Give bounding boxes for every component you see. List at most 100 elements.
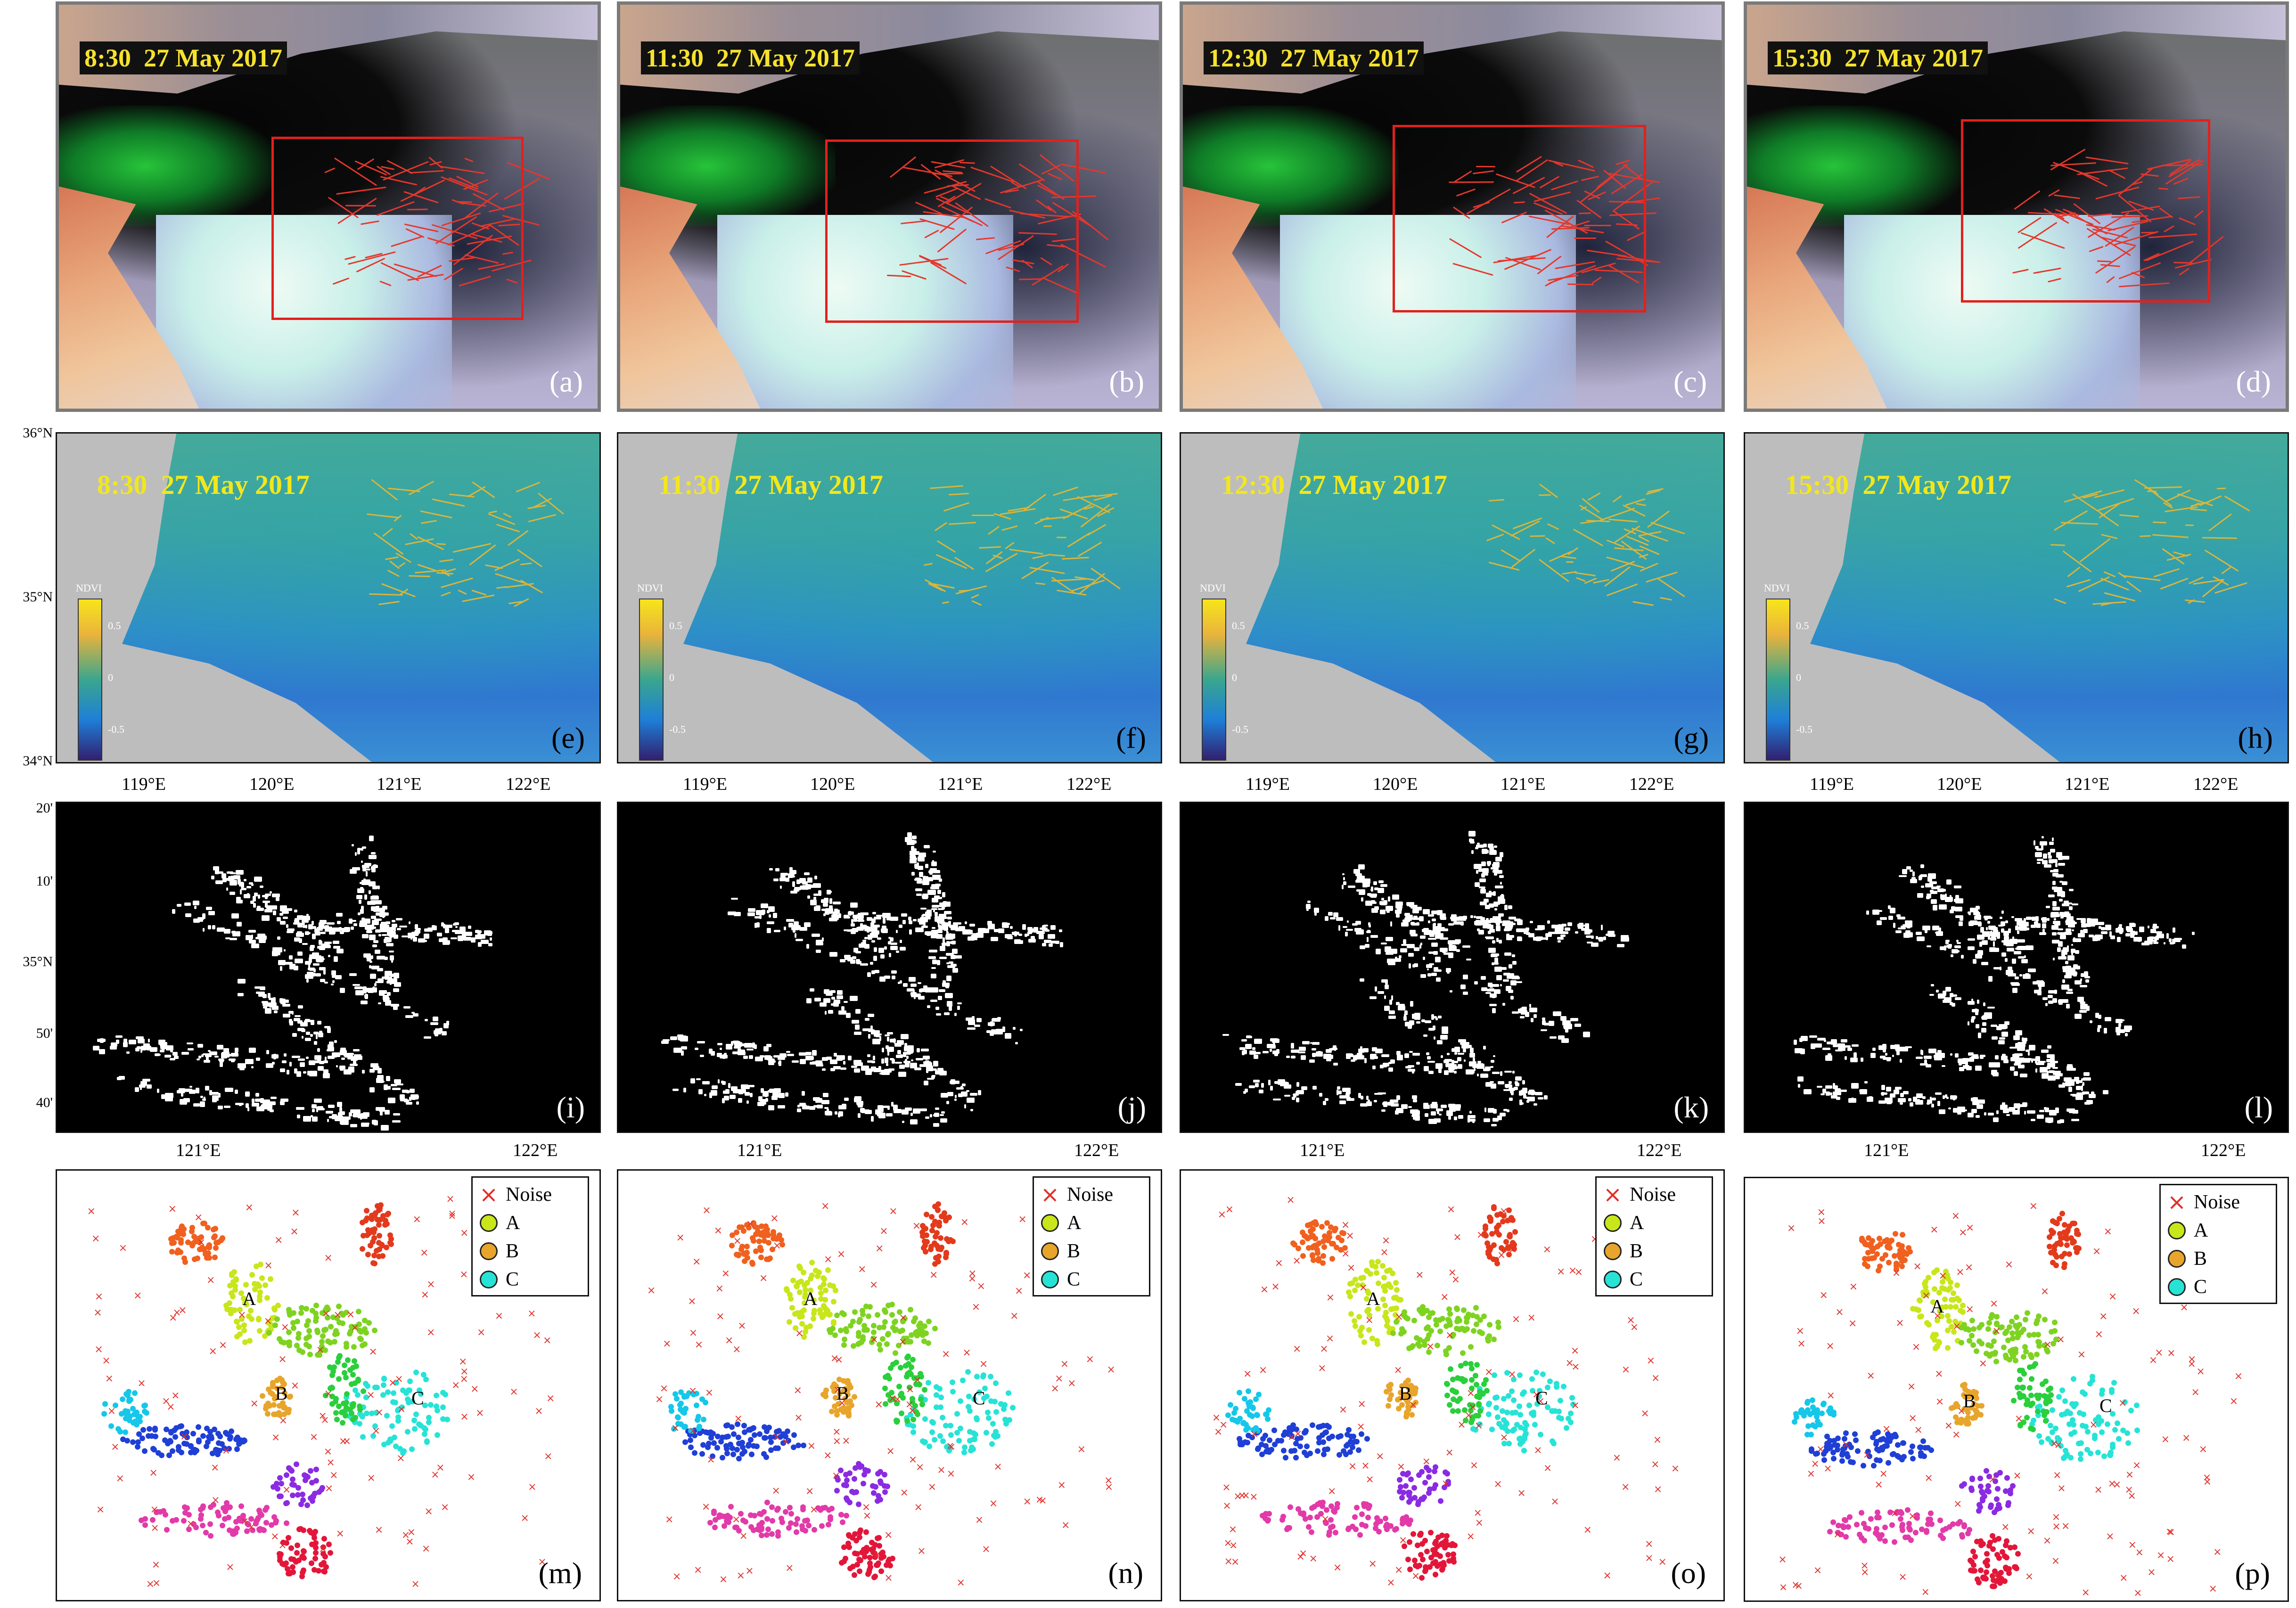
bloom-pixel bbox=[831, 997, 836, 1000]
bloom-pixel bbox=[1262, 1050, 1269, 1054]
noise-point: × bbox=[440, 1501, 450, 1513]
legend-label: C bbox=[1067, 1269, 1081, 1290]
noise-point: × bbox=[832, 1469, 841, 1482]
bloom-pixel bbox=[249, 940, 256, 944]
cluster-point bbox=[1374, 1337, 1380, 1344]
bloom-pixel bbox=[217, 927, 225, 932]
bloom-pixel bbox=[1506, 986, 1511, 992]
bloom-pixel bbox=[1373, 881, 1378, 885]
bloom-pixel bbox=[1427, 973, 1431, 977]
bloom-pixel bbox=[250, 900, 254, 904]
bloom-pixel bbox=[1560, 1016, 1567, 1021]
cluster-point bbox=[748, 1524, 754, 1530]
bloom-pixel bbox=[1499, 875, 1504, 878]
bloom-pixel bbox=[1324, 1098, 1329, 1101]
bloom-pixel bbox=[1312, 1086, 1317, 1090]
bloom-pixel bbox=[339, 1067, 344, 1071]
bloom-pixel bbox=[1422, 956, 1426, 960]
bloom-pixel bbox=[1372, 1066, 1376, 1069]
cluster-point bbox=[878, 1568, 885, 1575]
bloom-pixel bbox=[1433, 926, 1440, 929]
bloom-pixel bbox=[887, 1051, 890, 1056]
bloom-streak bbox=[1545, 537, 1556, 545]
bloom-pixel bbox=[369, 973, 376, 979]
bloom-pixel bbox=[997, 1017, 1001, 1020]
cluster-point bbox=[882, 1489, 888, 1495]
cluster-point bbox=[1358, 1332, 1364, 1338]
cluster-point bbox=[742, 1519, 748, 1525]
bloom-pixel bbox=[1246, 1035, 1252, 1039]
bloom-pixel bbox=[804, 922, 811, 927]
bloom-pixel bbox=[743, 1055, 748, 1059]
bloom-pixel bbox=[856, 914, 864, 919]
bloom-pixel bbox=[917, 993, 921, 997]
legend-entry: B bbox=[1040, 1237, 1143, 1265]
bloom-pixel bbox=[316, 1107, 319, 1112]
noise-point: × bbox=[87, 1206, 96, 1218]
bloom-pixel bbox=[1492, 1008, 1496, 1014]
cluster-point bbox=[1282, 1454, 1288, 1460]
noise-point: × bbox=[759, 1272, 768, 1284]
noise-point: × bbox=[211, 1461, 220, 1474]
panel-label: (n) bbox=[1108, 1556, 1143, 1590]
bloom-pixel bbox=[414, 924, 418, 930]
bloom-pixel bbox=[416, 1101, 419, 1105]
bloom-pixel bbox=[1481, 987, 1487, 991]
cluster-point bbox=[961, 1449, 967, 1455]
bloom-pixel bbox=[303, 1071, 307, 1074]
cluster-point bbox=[853, 1537, 860, 1543]
cluster-point bbox=[190, 1430, 196, 1436]
bloom-pixel bbox=[1435, 1063, 1443, 1069]
bloom-pixel bbox=[1378, 991, 1385, 994]
bloom-pixel bbox=[882, 913, 891, 919]
noise-point: × bbox=[323, 1446, 333, 1458]
bloom-pixel bbox=[1603, 936, 1606, 940]
cluster-point bbox=[1308, 1529, 1314, 1535]
cluster-legend: × Noise A B C bbox=[471, 1176, 589, 1296]
bloom-pixel bbox=[796, 1108, 801, 1112]
bloom-pixel bbox=[195, 1088, 200, 1093]
bloom-pixel bbox=[899, 940, 902, 943]
noise-point: × bbox=[736, 1569, 746, 1582]
bloom-pixel bbox=[297, 924, 303, 928]
cluster-point bbox=[1381, 1275, 1387, 1281]
cluster-point bbox=[766, 1424, 772, 1430]
cluster-point bbox=[910, 1429, 916, 1435]
bloom-pixel bbox=[369, 935, 376, 941]
bloom-pixel bbox=[453, 923, 457, 926]
bloom-pixel bbox=[376, 1080, 385, 1083]
cluster-point bbox=[940, 1414, 946, 1420]
bloom-pixel bbox=[792, 881, 795, 887]
cluster-point bbox=[765, 1256, 771, 1262]
cluster-point bbox=[126, 1398, 132, 1404]
cluster-point bbox=[266, 1329, 272, 1336]
bloom-pixel bbox=[395, 1083, 403, 1085]
bloom-pixel bbox=[939, 878, 943, 882]
bloom-pixel bbox=[274, 1010, 278, 1013]
bloom-pixel bbox=[1365, 943, 1369, 948]
cluster-point bbox=[793, 1521, 799, 1527]
bloom-pixel bbox=[327, 1055, 335, 1059]
bloom-pixel bbox=[930, 999, 938, 1002]
bloom-pixel bbox=[935, 934, 943, 939]
colorbar-tick-label: -0.5 bbox=[669, 723, 686, 735]
bloom-streak bbox=[1501, 549, 1521, 562]
cluster-point bbox=[736, 1456, 742, 1462]
bloom-pixel bbox=[805, 1056, 813, 1060]
cluster-point bbox=[1354, 1439, 1360, 1445]
cluster-point bbox=[360, 1246, 366, 1252]
bloom-streak bbox=[936, 540, 956, 553]
noise-point: × bbox=[795, 1327, 804, 1339]
bloom-streak bbox=[1489, 499, 1505, 502]
bloom-pixel bbox=[372, 885, 377, 889]
cluster-point bbox=[1394, 1287, 1400, 1293]
cluster-point bbox=[809, 1260, 815, 1266]
bloom-pixel bbox=[360, 886, 364, 893]
bloom-pixel bbox=[377, 1068, 382, 1074]
bloom-streak bbox=[1575, 577, 1585, 582]
bloom-pixel bbox=[917, 856, 925, 862]
cluster-point bbox=[277, 1375, 283, 1381]
bloom-pixel bbox=[205, 1053, 212, 1057]
bloom-pixel bbox=[349, 1053, 354, 1055]
bloom-pixel bbox=[223, 878, 231, 881]
